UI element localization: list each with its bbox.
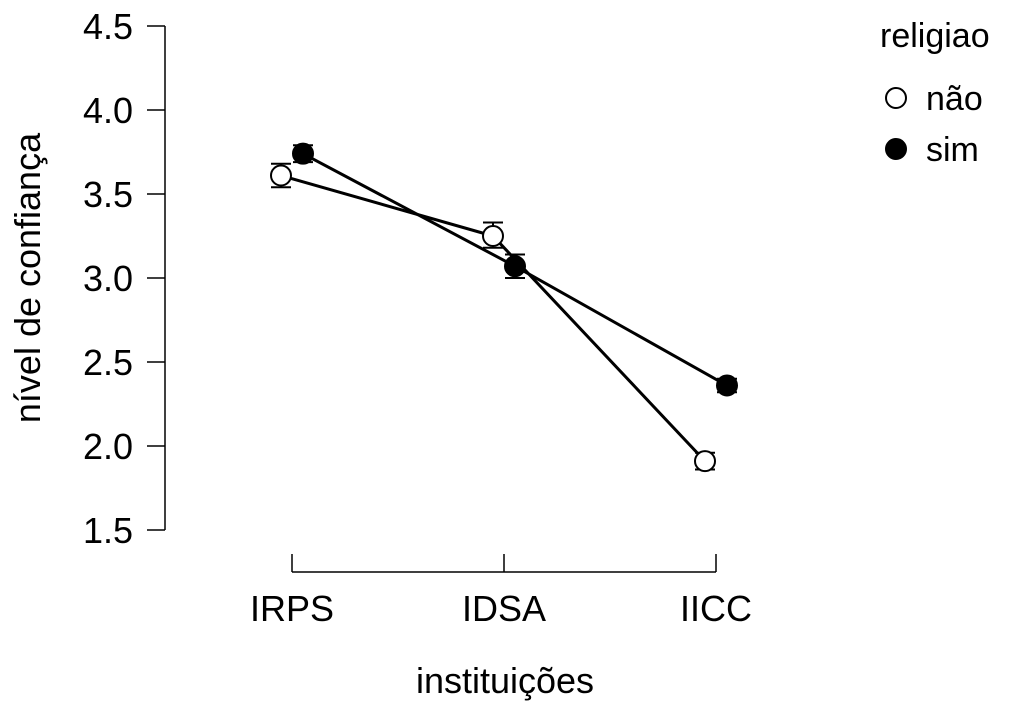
x-axis-title: instituições — [416, 660, 594, 701]
y-tick-label: 1.5 — [83, 510, 133, 551]
y-tick-label: 2.0 — [83, 426, 133, 467]
data-point — [292, 142, 314, 165]
legend-marker — [885, 87, 907, 109]
y-axis-title: nível de confiança — [7, 132, 48, 423]
legend-marker — [885, 138, 907, 160]
data-point — [716, 374, 738, 397]
y-tick-label: 3.0 — [83, 258, 133, 299]
data-point — [482, 225, 504, 247]
y-axis: 1.5 2.0 2.5 3.0 3.5 4.0 4.5 — [83, 6, 166, 551]
x-tick-label: IRPS — [250, 588, 334, 629]
plot-area — [270, 142, 738, 473]
series-line — [280, 174, 707, 463]
legend: religiao não sim — [880, 17, 990, 169]
data-point — [504, 255, 526, 278]
y-tick-label: 4.0 — [83, 90, 133, 131]
legend-title: religiao — [880, 17, 990, 55]
y-tick-label: 4.5 — [83, 6, 133, 47]
x-tick-label: IDSA — [462, 588, 546, 629]
y-tick-label: 2.5 — [83, 342, 133, 383]
data-point — [694, 450, 716, 473]
legend-label: não — [926, 80, 983, 118]
y-tick-label: 3.5 — [83, 174, 133, 215]
data-point — [270, 164, 292, 187]
legend-label: sim — [926, 131, 979, 169]
x-axis: IRPS IDSA IICC — [250, 554, 752, 629]
x-tick-label: IICC — [680, 588, 752, 629]
